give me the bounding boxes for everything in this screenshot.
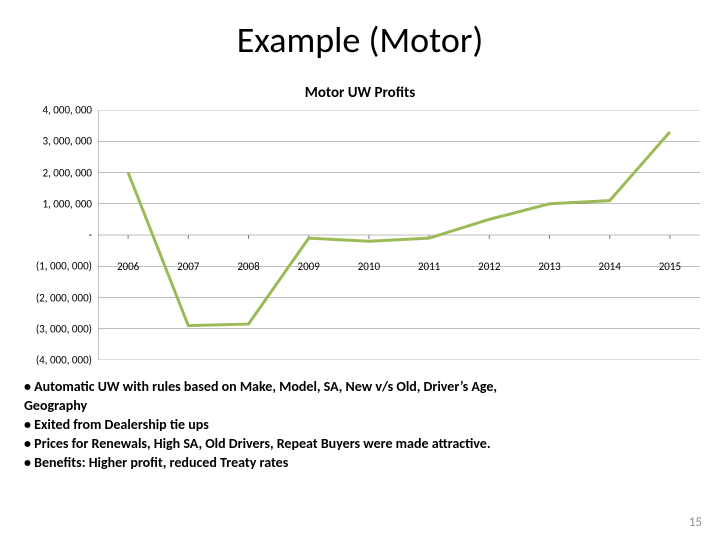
x-tick-label: 2009 xyxy=(298,260,320,273)
slide-title: Example (Motor) xyxy=(0,0,720,62)
bullet-list: • Automatic UW with rules based on Make,… xyxy=(24,378,696,472)
x-tick-label: 2008 xyxy=(237,260,259,273)
y-tick-label: 2, 000, 000 xyxy=(43,166,93,179)
y-tick-label: - xyxy=(89,229,92,242)
x-tick-label: 2011 xyxy=(418,260,440,273)
y-axis: 4, 000, 0003, 000, 0002, 000, 0001, 000,… xyxy=(20,110,98,360)
page-number: 15 xyxy=(689,515,702,530)
bullet-line: • Automatic UW with rules based on Make,… xyxy=(24,378,696,397)
chart-container: 4, 000, 0003, 000, 0002, 000, 0001, 000,… xyxy=(20,110,700,360)
y-tick-label: 4, 000, 000 xyxy=(43,104,93,117)
bullet-line: • Prices for Renewals, High SA, Old Driv… xyxy=(24,435,696,454)
y-tick-label: 1, 000, 000 xyxy=(43,197,93,210)
bullet-line: • Benefits: Higher profit, reduced Treat… xyxy=(24,454,696,473)
chart-title: Motor UW Profits xyxy=(0,84,720,102)
x-tick-label: 2007 xyxy=(177,260,199,273)
y-tick-label: (4, 000, 000) xyxy=(36,354,92,367)
y-tick-label: (2, 000, 000) xyxy=(36,291,92,304)
bullet-line: • Exited from Dealership tie ups xyxy=(24,416,696,435)
y-tick-label: (1, 000, 000) xyxy=(36,260,92,273)
x-tick-label: 2010 xyxy=(358,260,380,273)
y-tick-label: (3, 000, 000) xyxy=(36,322,92,335)
bullet-line: Geography xyxy=(24,397,696,416)
y-tick-label: 3, 000, 000 xyxy=(43,135,93,148)
x-tick-label: 2014 xyxy=(599,260,621,273)
x-tick-label: 2015 xyxy=(659,260,681,273)
x-axis-labels: 2006 2007 2008 2009 2010 2011 2012 2013 2014 2015 xyxy=(98,110,700,360)
x-tick-label: 2006 xyxy=(117,260,139,273)
x-tick-label: 2012 xyxy=(478,260,500,273)
x-tick-label: 2013 xyxy=(538,260,560,273)
